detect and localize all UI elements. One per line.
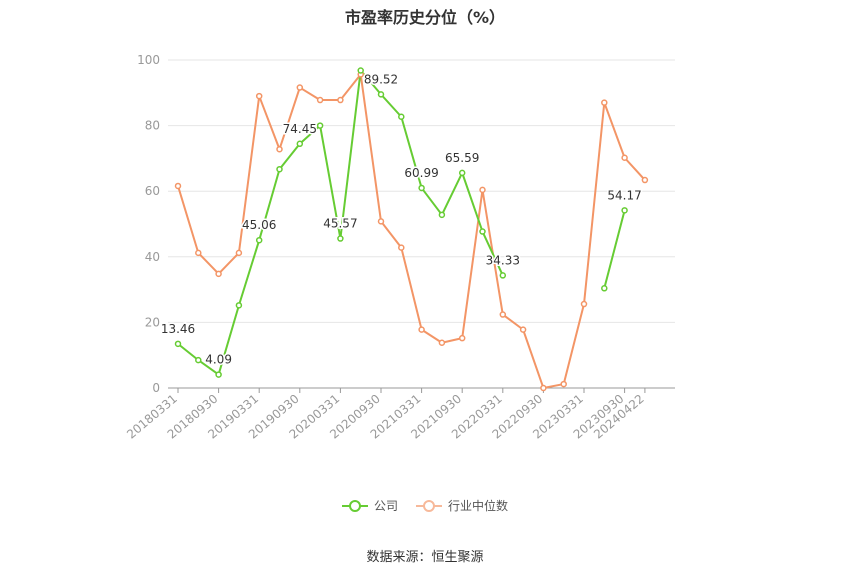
data-points [174,67,649,392]
data-point-industry-median [276,145,283,153]
data-point-company [458,169,466,177]
data-point-industry-median [601,99,608,106]
y-tick-label: 40 [145,250,160,264]
data-label-company: 74.45 [283,122,317,136]
data-point-industry-median [296,84,304,91]
data-point-company [601,285,608,292]
data-point-company [499,272,507,279]
data-point-company [174,340,182,348]
data-point-industry-median [215,270,222,278]
data-point-company [255,236,263,244]
data-point-industry-median [418,326,425,333]
data-point-company [377,91,385,98]
data-point-company [621,207,628,214]
data-point-industry-median [519,326,527,333]
data-point-industry-median [398,244,405,251]
data-point-industry-median [641,176,649,184]
legend-label-company: 公司 [373,499,398,513]
series-line-company [603,210,626,289]
data-label-company: 65.59 [445,151,479,165]
legend-swatch-industry-median [416,499,442,513]
data-point-company [296,140,304,148]
data-point-industry-median [479,186,486,194]
data-label-company: 60.99 [404,166,438,180]
data-label-company: 45.06 [242,218,276,232]
data-point-company [276,165,283,173]
y-tick-label: 0 [152,381,160,395]
data-labels: 13.46 4.09 45.06 74.45 45.57 89.52 60.99 65.59 3… [159,71,643,368]
chart-title: 市盈率历史分位（%） [344,8,506,27]
y-tick-label: 100 [137,53,160,67]
source-note: 数据来源：恒生聚源 [366,550,484,565]
data-point-company [316,122,324,129]
data-point-company [398,113,405,120]
data-point-industry-median [255,92,263,100]
data-point-company [337,235,344,242]
legend-item-company[interactable]: 公司 [341,497,398,514]
data-label-company: 45.57 [323,217,357,231]
data-point-company [479,228,486,235]
series-line-industry-median [177,73,646,389]
data-label-company: 4.09 [205,353,232,367]
data-point-company [235,302,243,309]
legend: 公司 行业中位数 [0,497,850,514]
data-point-company [438,211,446,219]
line-chart: 0204060801002018033120180930201903312019… [124,53,675,442]
data-point-industry-median [458,334,466,342]
data-point-company [195,356,202,364]
data-point-industry-median [540,384,547,392]
y-tick-label: 80 [145,119,160,133]
data-point-industry-median [174,182,182,190]
data-point-company [357,67,364,74]
legend-swatch-company [341,499,368,513]
data-point-industry-median [438,339,446,346]
data-point-industry-median [560,380,567,388]
data-point-industry-median [337,96,344,104]
legend-label-industry-median: 行业中位数 [448,499,509,513]
data-point-industry-median [377,218,385,225]
data-label-company: 54.17 [607,188,641,202]
y-tick-label: 60 [145,184,160,198]
data-label-company: 89.52 [364,72,398,86]
legend-item-industry-median[interactable]: 行业中位数 [416,497,508,514]
y-tick-label: 20 [145,315,160,329]
data-label-company: 13.46 [161,322,195,336]
data-label-company: 34.33 [486,253,520,267]
data-point-industry-median [621,154,628,161]
data-point-industry-median [195,249,202,257]
data-point-industry-median [316,96,324,104]
data-point-industry-median [499,311,507,318]
data-point-industry-median [235,249,243,257]
data-point-industry-median [580,300,588,308]
data-point-company [215,371,222,378]
data-point-company [418,184,425,192]
